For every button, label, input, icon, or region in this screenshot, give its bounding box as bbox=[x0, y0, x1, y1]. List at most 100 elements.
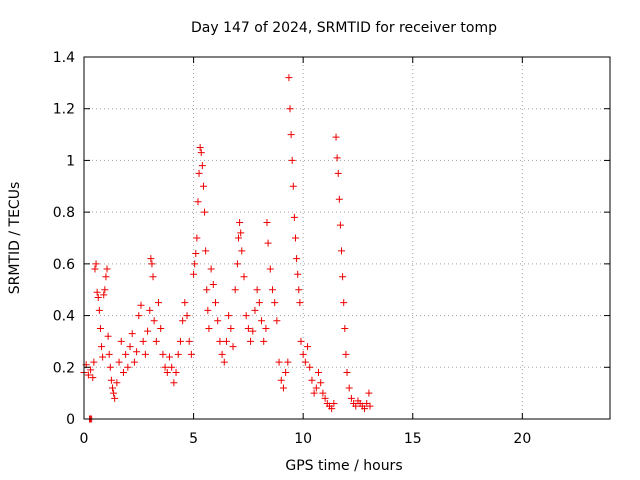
data-point bbox=[87, 366, 95, 374]
data-point bbox=[201, 208, 209, 216]
x-tick-label: 5 bbox=[189, 431, 198, 447]
data-point bbox=[229, 343, 237, 351]
data-point bbox=[192, 250, 200, 258]
data-point bbox=[227, 325, 235, 332]
data-point bbox=[204, 306, 212, 314]
data-point bbox=[103, 265, 111, 273]
data-point bbox=[147, 255, 155, 263]
data-point bbox=[333, 154, 341, 162]
data-point bbox=[98, 343, 106, 351]
x-tick-label: 0 bbox=[80, 431, 89, 447]
data-point bbox=[187, 350, 195, 358]
data-point bbox=[334, 169, 342, 177]
data-point bbox=[244, 325, 252, 332]
data-point bbox=[345, 384, 353, 392]
data-point bbox=[275, 358, 283, 366]
data-point bbox=[149, 273, 157, 281]
data-point bbox=[191, 260, 199, 268]
data-point bbox=[253, 286, 261, 294]
data-point bbox=[133, 348, 141, 356]
data-point bbox=[135, 312, 143, 320]
data-point bbox=[286, 105, 294, 113]
data-point bbox=[179, 317, 187, 325]
data-point bbox=[220, 358, 228, 366]
data-point bbox=[293, 255, 301, 263]
data-point bbox=[107, 376, 115, 384]
x-tick-label: 15 bbox=[404, 431, 422, 447]
data-point bbox=[159, 350, 167, 358]
data-point bbox=[335, 195, 343, 203]
data-point bbox=[105, 350, 113, 358]
data-point bbox=[315, 368, 323, 376]
data-point bbox=[289, 182, 297, 190]
data-point bbox=[161, 363, 169, 371]
data-point bbox=[295, 286, 303, 294]
data-point bbox=[297, 337, 305, 345]
data-point bbox=[296, 299, 304, 307]
data-point bbox=[203, 286, 211, 294]
data-point bbox=[146, 306, 154, 314]
data-point bbox=[240, 273, 248, 281]
data-points bbox=[80, 74, 374, 423]
data-point bbox=[195, 169, 203, 177]
data-point bbox=[284, 358, 292, 366]
y-tick-label: 0 bbox=[66, 412, 75, 428]
plot-frame bbox=[83, 56, 611, 420]
data-point bbox=[181, 299, 189, 307]
data-point bbox=[197, 149, 205, 157]
data-point bbox=[130, 358, 138, 366]
data-point bbox=[260, 337, 268, 345]
chart-title: Day 147 of 2024, SRMTID for receiver tom… bbox=[191, 20, 497, 36]
data-point bbox=[106, 363, 114, 371]
data-point bbox=[222, 337, 230, 345]
data-point bbox=[235, 234, 243, 242]
data-point bbox=[113, 379, 121, 387]
data-point bbox=[155, 299, 163, 307]
data-point bbox=[89, 374, 97, 382]
data-point bbox=[262, 325, 270, 332]
data-point bbox=[139, 337, 147, 345]
y-tick-label: 0.6 bbox=[53, 257, 75, 273]
data-point bbox=[251, 306, 259, 314]
y-tick-label: 0.4 bbox=[53, 309, 75, 325]
data-point bbox=[264, 239, 272, 247]
data-point bbox=[238, 247, 246, 255]
data-point bbox=[152, 337, 160, 345]
data-point bbox=[317, 379, 325, 387]
data-point bbox=[126, 343, 134, 351]
data-point bbox=[174, 350, 182, 358]
data-point bbox=[84, 371, 92, 379]
data-point bbox=[332, 133, 340, 141]
data-point bbox=[301, 358, 309, 366]
data-point bbox=[128, 330, 136, 338]
data-point bbox=[94, 293, 102, 301]
y-tick-label: 1 bbox=[66, 153, 75, 169]
data-point bbox=[101, 286, 109, 294]
data-point bbox=[198, 162, 206, 170]
data-point bbox=[343, 368, 351, 376]
data-point bbox=[273, 317, 281, 325]
y-tick-label: 1.4 bbox=[53, 50, 75, 66]
data-point bbox=[328, 405, 336, 413]
data-point bbox=[233, 260, 241, 268]
data-point bbox=[294, 270, 302, 278]
data-point bbox=[321, 394, 329, 402]
data-point bbox=[209, 281, 217, 289]
data-point bbox=[163, 368, 171, 376]
data-point bbox=[205, 325, 213, 332]
data-point bbox=[237, 229, 245, 237]
grid-lines bbox=[84, 57, 610, 419]
data-point bbox=[218, 350, 226, 358]
data-point bbox=[165, 353, 173, 361]
data-point bbox=[193, 234, 201, 242]
data-point bbox=[95, 306, 103, 314]
data-point bbox=[225, 312, 233, 320]
data-point bbox=[110, 389, 118, 397]
data-point bbox=[157, 325, 165, 332]
data-point bbox=[117, 337, 125, 345]
data-point bbox=[319, 389, 327, 397]
data-point bbox=[122, 350, 130, 358]
x-tick-label: 10 bbox=[294, 431, 312, 447]
data-point bbox=[258, 317, 266, 325]
